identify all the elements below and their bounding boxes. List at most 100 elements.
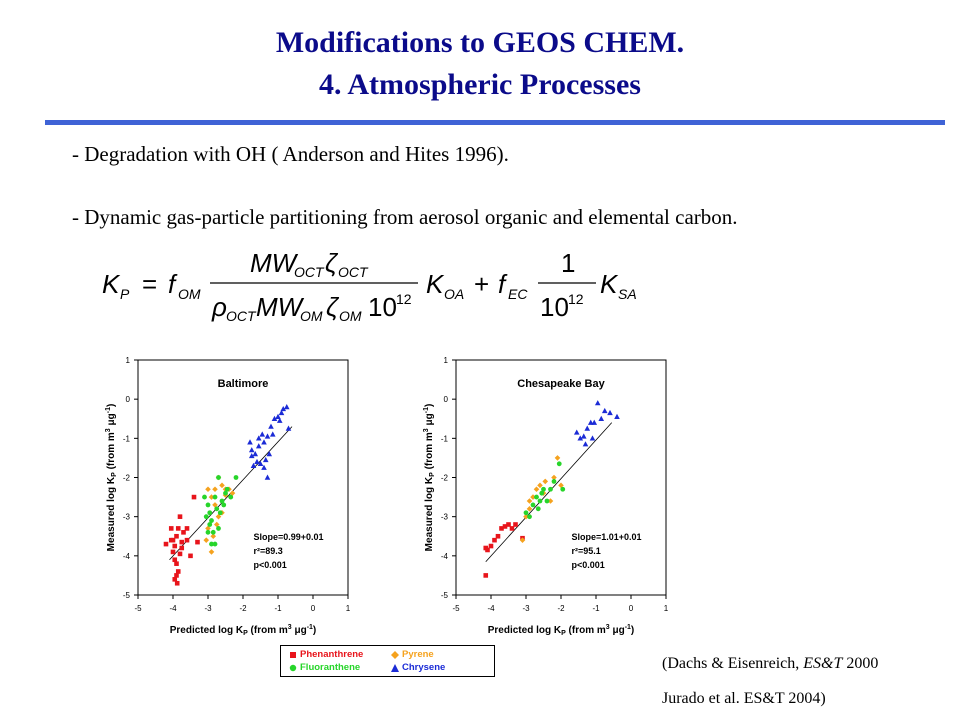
data-point xyxy=(587,419,594,425)
data-point xyxy=(255,435,262,441)
data-point xyxy=(168,526,174,531)
y-tick-label: -4 xyxy=(441,552,449,561)
data-point xyxy=(205,525,211,532)
y-tick-label: -5 xyxy=(123,591,131,600)
slide-title-line1: Modifications to GEOS CHEM. xyxy=(275,26,685,59)
data-point xyxy=(216,475,221,480)
data-point xyxy=(208,494,215,500)
data-point xyxy=(601,407,608,414)
data-point xyxy=(184,526,190,531)
data-point xyxy=(488,543,494,549)
stat-annotation: Slope=0.99+0.01 xyxy=(254,532,324,542)
legend-item-phenanthrene: Phenanthrene xyxy=(289,649,363,660)
data-point xyxy=(275,413,281,419)
data-point xyxy=(542,478,549,485)
data-point xyxy=(283,404,290,410)
data-point xyxy=(278,409,285,416)
data-point xyxy=(210,529,216,535)
y-tick-label: -2 xyxy=(123,474,131,483)
triangle-marker-icon xyxy=(391,663,399,672)
data-point xyxy=(276,417,283,423)
data-point xyxy=(544,498,550,504)
data-point xyxy=(594,400,601,406)
svg-text:ρ: ρ xyxy=(211,292,227,322)
data-point xyxy=(174,533,179,539)
diamond-marker-icon xyxy=(391,650,399,659)
data-point xyxy=(191,494,197,500)
legend-label: Chrysene xyxy=(402,662,446,673)
data-point xyxy=(224,486,230,492)
data-point xyxy=(556,461,562,467)
data-point xyxy=(513,522,518,527)
data-point xyxy=(541,486,546,492)
data-point xyxy=(203,537,210,543)
data-point xyxy=(527,514,532,520)
svg-text:OCT: OCT xyxy=(338,264,369,280)
data-point xyxy=(188,553,193,559)
reference-line1: (Dachs & Eisenreich, ES&T 2000 xyxy=(662,655,878,673)
y-tick-label: 0 xyxy=(444,395,449,404)
data-point xyxy=(223,490,228,496)
data-point xyxy=(519,537,526,543)
data-point xyxy=(589,435,596,441)
data-point xyxy=(523,510,529,516)
bullet-degradation: - Degradation with OH ( Anderson and Hit… xyxy=(72,142,509,166)
y-tick-label: -2 xyxy=(441,474,449,483)
series-phenanthrene xyxy=(163,494,200,586)
data-point xyxy=(175,526,181,531)
data-point xyxy=(509,526,515,531)
data-point xyxy=(179,545,185,551)
stat-annotation: p<0.001 xyxy=(572,560,605,570)
circle-marker-icon xyxy=(289,664,297,671)
data-point xyxy=(203,514,209,520)
svg-text:MW: MW xyxy=(256,292,305,322)
data-point xyxy=(577,435,584,441)
x-tick-label: -5 xyxy=(452,604,460,613)
x-tick-label: 1 xyxy=(664,604,669,613)
data-point xyxy=(219,482,225,489)
svg-text:OM: OM xyxy=(300,308,323,324)
data-point xyxy=(175,569,181,574)
data-point xyxy=(254,458,260,465)
svg-text:ζ: ζ xyxy=(326,292,340,322)
y-tick-label: 0 xyxy=(126,395,131,404)
chart-title: Baltimore xyxy=(218,378,269,390)
data-point xyxy=(248,452,255,459)
data-point xyxy=(177,514,183,519)
reference-journal: ES&T xyxy=(803,655,843,672)
svg-text:=: = xyxy=(142,269,157,299)
data-point xyxy=(560,486,566,492)
data-point xyxy=(208,549,215,555)
x-tick-label: -4 xyxy=(169,604,177,613)
data-point xyxy=(248,447,255,453)
reference-text: (Dachs & Eisenreich, xyxy=(662,655,804,672)
data-point xyxy=(221,502,227,508)
y-tick-label: -3 xyxy=(441,513,449,522)
data-point xyxy=(212,502,218,508)
data-point xyxy=(202,494,207,500)
data-point xyxy=(554,455,561,461)
x-tick-label: -2 xyxy=(239,604,247,613)
svg-text:10: 10 xyxy=(368,292,397,322)
chart-baltimore: -5 -4 -3 -2 -1 0 1 -5 -4 -3 -2 -1 0 1 Baltimore Predict… xyxy=(105,356,351,637)
title-divider xyxy=(45,120,945,125)
bullet-partitioning: - Dynamic gas-particle partitioning from… xyxy=(72,205,738,229)
data-point xyxy=(582,441,589,447)
data-point xyxy=(228,494,234,500)
svg-text:P: P xyxy=(120,286,130,302)
data-point xyxy=(229,490,236,496)
data-point xyxy=(530,502,536,508)
stat-annotation: r²=89.3 xyxy=(254,546,283,556)
data-point xyxy=(580,433,587,439)
stat-annotation: Slope=1.01+0.01 xyxy=(572,532,642,542)
data-point xyxy=(259,431,266,437)
data-point xyxy=(255,443,262,449)
legend-label: Fluoranthene xyxy=(300,662,361,673)
reference-year: 2000 xyxy=(842,655,879,672)
series-fluoranthene xyxy=(523,461,566,520)
x-tick-label: 1 xyxy=(346,604,351,613)
data-point xyxy=(172,543,178,549)
data-point xyxy=(499,526,504,531)
x-axis-label: Predicted log KP (from m3 μg-1) xyxy=(488,624,635,637)
y-tick-label: -1 xyxy=(123,434,131,443)
